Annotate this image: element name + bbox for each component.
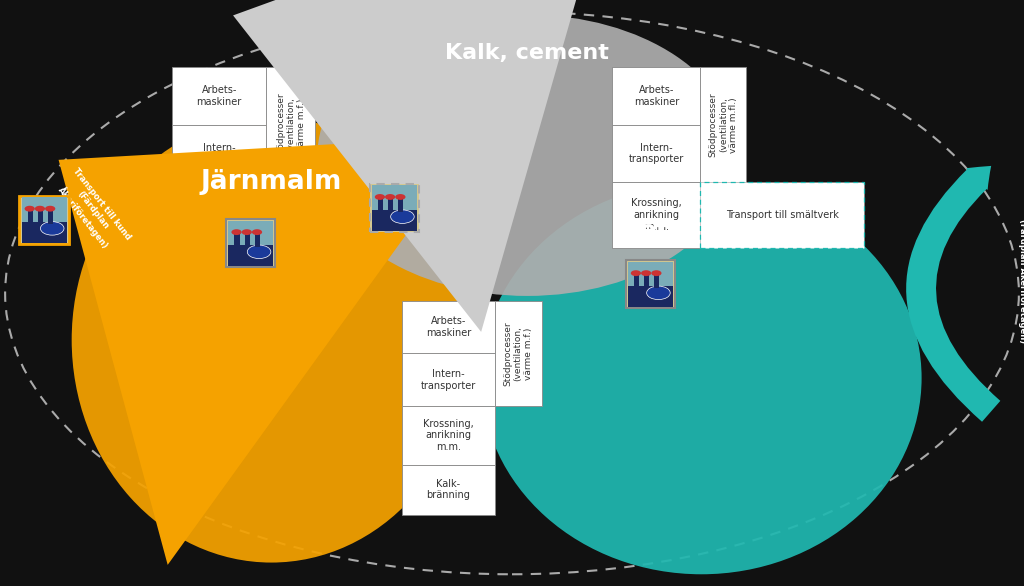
Bar	[28, 210, 33, 224]
Text: Stödprocesser
(ventilation,
värme m.f.): Stödprocesser (ventilation, värme m.f.)	[503, 321, 534, 386]
FancyBboxPatch shape	[402, 406, 495, 465]
Bar	[228, 246, 273, 266]
Circle shape	[631, 270, 641, 276]
Text: Intern-
transporter: Intern- transporter	[421, 369, 476, 390]
Circle shape	[395, 194, 406, 200]
Circle shape	[35, 206, 45, 212]
FancyBboxPatch shape	[266, 67, 315, 182]
Bar	[255, 234, 260, 247]
Text: Kalk, cement: Kalk, cement	[445, 43, 609, 63]
Bar	[372, 185, 417, 212]
FancyBboxPatch shape	[700, 182, 864, 248]
Text: Krossning,
anrikning
m.m.: Krossning, anrikning m.m.	[423, 419, 474, 452]
FancyBboxPatch shape	[402, 301, 495, 353]
Circle shape	[45, 206, 55, 212]
FancyBboxPatch shape	[612, 67, 700, 125]
FancyBboxPatch shape	[172, 248, 266, 303]
Text: Metallkoncentrat: Metallkoncentrat	[618, 220, 846, 243]
Bar	[628, 287, 673, 307]
Bar	[22, 222, 67, 243]
Bar	[372, 210, 417, 231]
Text: Transport till kund
(Färdplan Åkeriföretagen): Transport till kund (Färdplan Åkeriföret…	[1018, 219, 1024, 343]
Circle shape	[248, 245, 270, 258]
FancyBboxPatch shape	[700, 67, 746, 182]
Bar	[22, 197, 67, 224]
Ellipse shape	[481, 182, 922, 574]
Circle shape	[242, 229, 252, 235]
Bar	[644, 275, 649, 288]
Text: Kalk-
bränning: Kalk- bränning	[427, 479, 470, 500]
Circle shape	[25, 206, 35, 212]
Text: Pelletis-
ering: Pelletis- ering	[200, 265, 239, 286]
FancyBboxPatch shape	[172, 182, 266, 248]
Text: Arbets-
maskiner: Arbets- maskiner	[197, 86, 242, 107]
FancyBboxPatch shape	[402, 353, 495, 406]
Circle shape	[375, 194, 385, 200]
Bar	[48, 210, 53, 224]
Circle shape	[641, 270, 651, 276]
FancyBboxPatch shape	[612, 182, 700, 248]
Text: Arbets-
maskiner: Arbets- maskiner	[426, 316, 471, 338]
Bar	[38, 210, 43, 224]
Text: Intern-
transporter: Intern- transporter	[191, 143, 247, 164]
Ellipse shape	[317, 15, 737, 296]
Text: Transport till kund
(Färdplan Åkeriföretagen, Sjöfart,
m.fl.): Transport till kund (Färdplan Åkeriföret…	[236, 5, 369, 94]
FancyBboxPatch shape	[612, 125, 700, 182]
FancyBboxPatch shape	[226, 219, 275, 267]
Text: Transport till smältverk: Transport till smältverk	[726, 210, 839, 220]
Text: Arbets-
maskiner: Arbets- maskiner	[634, 86, 679, 107]
Text: Intern-
transporter: Intern- transporter	[629, 143, 684, 164]
Text: Krossning,
anrikning
m.m.: Krossning, anrikning m.m.	[631, 199, 682, 231]
Text: Transport till kund
(Färdplan
Åkeriföretagen): Transport till kund (Färdplan Åkeriföret…	[52, 166, 132, 255]
Bar	[654, 275, 659, 288]
Circle shape	[252, 229, 262, 235]
FancyBboxPatch shape	[370, 184, 419, 232]
Text: Järnmalm: Järnmalm	[201, 169, 342, 195]
FancyBboxPatch shape	[172, 67, 266, 125]
Bar	[234, 234, 240, 247]
Bar	[628, 261, 673, 288]
Text: Krossning,
anrikning
m.m.: Krossning, anrikning m.m.	[194, 199, 245, 231]
FancyBboxPatch shape	[495, 301, 542, 406]
Bar	[228, 220, 273, 247]
Circle shape	[390, 210, 414, 223]
FancyArrowPatch shape	[906, 166, 1000, 422]
Bar	[634, 275, 639, 288]
Ellipse shape	[72, 117, 471, 563]
FancyBboxPatch shape	[19, 196, 69, 244]
Bar	[378, 199, 383, 212]
FancyBboxPatch shape	[172, 125, 266, 182]
Text: Stödprocesser
(ventilation,
värme m.fl.): Stödprocesser (ventilation, värme m.fl.)	[709, 93, 738, 157]
Circle shape	[231, 229, 242, 235]
Bar	[245, 234, 250, 247]
Bar	[388, 199, 393, 212]
FancyBboxPatch shape	[626, 260, 675, 308]
Circle shape	[647, 286, 670, 299]
Circle shape	[385, 194, 395, 200]
Bar	[398, 199, 403, 212]
FancyBboxPatch shape	[402, 465, 495, 515]
Circle shape	[651, 270, 662, 276]
Text: Stödprocesser
(ventilation,
värme m.f.): Stödprocesser (ventilation, värme m.f.)	[275, 93, 306, 157]
Circle shape	[40, 222, 63, 235]
